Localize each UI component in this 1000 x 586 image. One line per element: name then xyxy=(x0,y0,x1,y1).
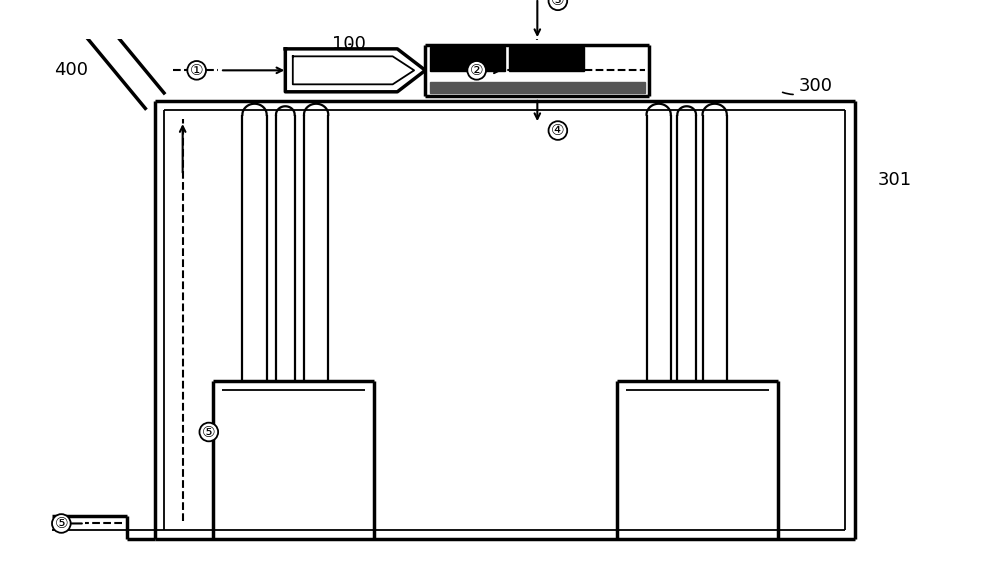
Text: 300: 300 xyxy=(783,77,833,96)
Bar xyxy=(430,82,645,93)
Text: ②: ② xyxy=(470,63,483,78)
Text: 100: 100 xyxy=(332,35,366,53)
Text: ③: ③ xyxy=(551,0,565,8)
Text: ⑤: ⑤ xyxy=(202,424,216,440)
Text: 200: 200 xyxy=(0,585,1,586)
Text: ①: ① xyxy=(190,63,203,78)
Text: 400: 400 xyxy=(54,60,88,79)
Bar xyxy=(430,47,505,71)
Bar xyxy=(509,47,584,71)
Text: 301: 301 xyxy=(878,171,912,189)
Text: ⑤: ⑤ xyxy=(55,516,68,531)
Text: ④: ④ xyxy=(551,123,565,138)
